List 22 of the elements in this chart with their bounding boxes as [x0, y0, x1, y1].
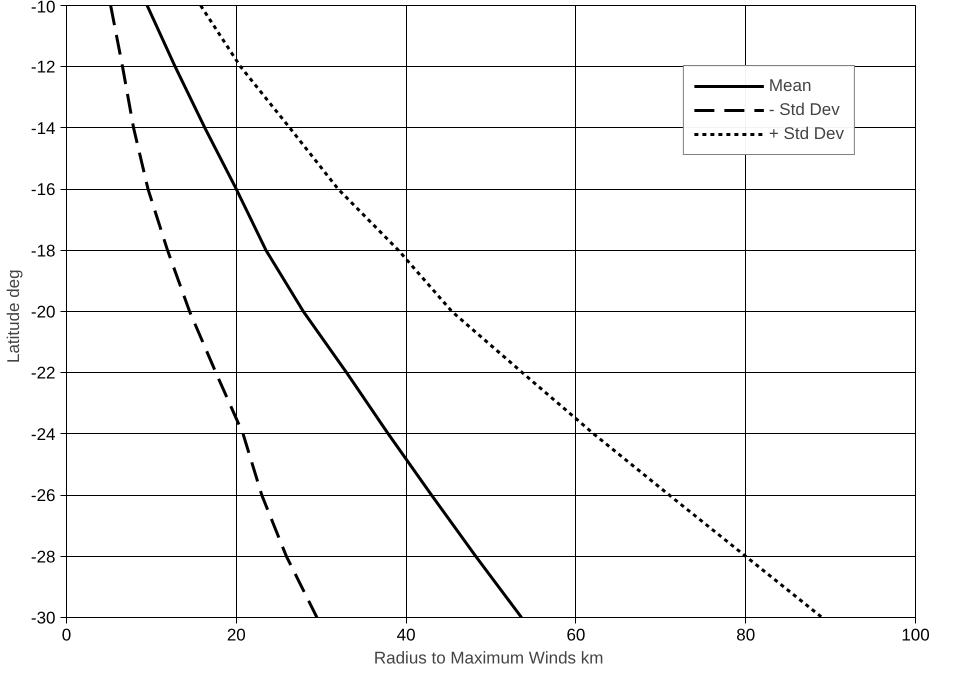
x-tick-label: 100 [901, 626, 930, 644]
y-axis-title: Latitude deg [4, 269, 23, 364]
legend-label: + Std Dev [768, 124, 844, 144]
y-tick-label: -18 [30, 241, 56, 260]
y-tick-label: -22 [30, 364, 56, 383]
x-tick-label: 20 [226, 626, 246, 644]
y-tick-label: -14 [30, 118, 56, 138]
x-axis-title: Radius to Maximum Winds km [374, 648, 604, 668]
y-tick-label: -10 [30, 0, 56, 16]
x-tick-label: 0 [62, 626, 72, 644]
y-tick-label: -16 [30, 180, 56, 200]
x-tick-label: 40 [396, 626, 416, 644]
x-tick-label: 80 [736, 626, 756, 644]
legend-label: Mean [768, 76, 812, 96]
y-tick-label: -24 [30, 424, 56, 444]
y-tick-label: -12 [30, 58, 56, 77]
y-tick-label: -28 [30, 547, 56, 566]
y-tick-label: -26 [30, 486, 56, 506]
x-tick-label: 60 [566, 626, 586, 644]
legend-label: - Std Dev [768, 100, 840, 120]
y-tick-label: -20 [30, 302, 56, 322]
y-tick-label: -30 [30, 608, 56, 628]
